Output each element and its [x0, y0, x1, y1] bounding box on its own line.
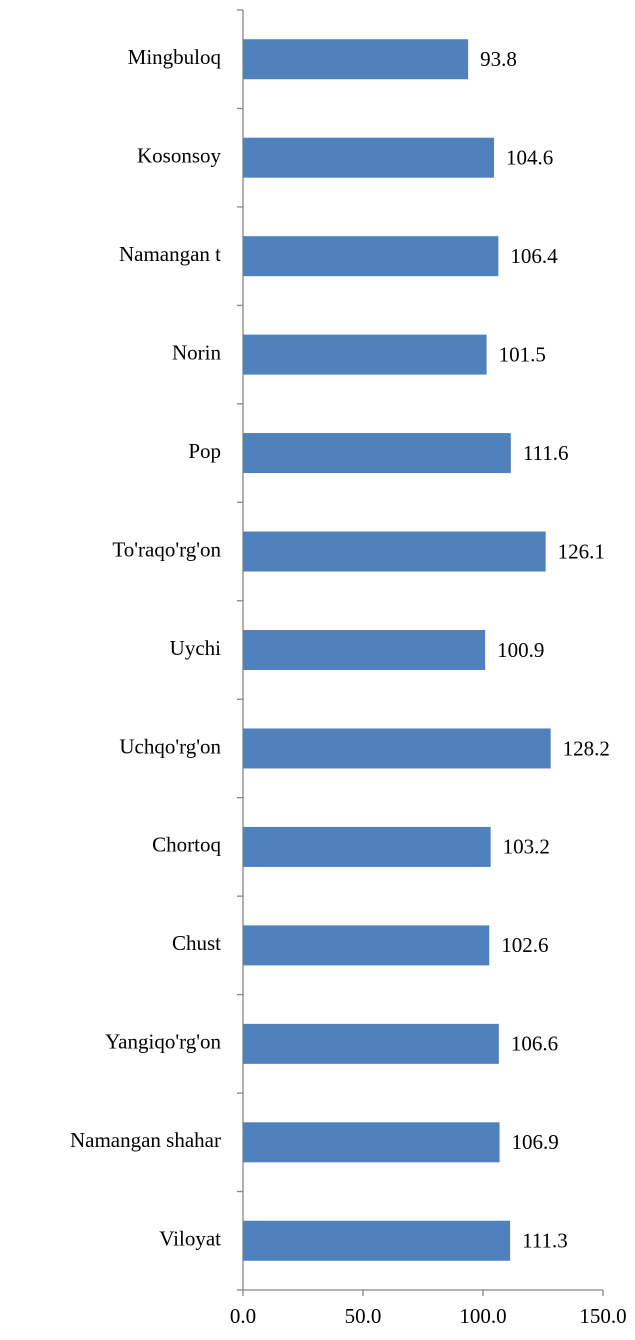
y-tick-label: Namangan shahar [70, 1128, 221, 1152]
bar [243, 826, 491, 867]
data-label: 102.6 [501, 933, 548, 957]
x-tick-label: 100.0 [459, 1304, 506, 1328]
bar [243, 1220, 511, 1261]
bar [243, 728, 551, 769]
bar [243, 39, 469, 80]
bar [243, 531, 546, 572]
y-tick-label: Chust [172, 931, 221, 955]
bar [243, 1023, 499, 1064]
bar [243, 236, 499, 277]
data-label: 106.6 [511, 1032, 558, 1056]
data-label: 103.2 [503, 835, 550, 859]
data-label: 106.9 [512, 1130, 559, 1154]
y-tick-label: Kosonsoy [137, 144, 222, 168]
y-tick-label: Yangiqo'rg'on [105, 1030, 221, 1054]
y-tick-label: Uychi [170, 636, 221, 660]
bar [243, 925, 490, 966]
y-tick-label: Viloyat [159, 1227, 221, 1251]
y-tick-label: Namangan t [119, 242, 221, 266]
data-label: 106.4 [510, 244, 558, 268]
bar [243, 334, 487, 375]
data-label: 111.3 [522, 1229, 568, 1253]
y-tick-label: To'raqo'rg'on [112, 537, 221, 561]
bar [243, 630, 486, 670]
x-tick-label: 50.0 [345, 1304, 382, 1328]
data-label: 93.8 [480, 47, 517, 71]
data-label: 101.5 [499, 342, 546, 366]
x-tick-label: 0.0 [230, 1304, 256, 1328]
y-tick-label: Norin [172, 340, 221, 364]
x-tick-label: 150.0 [579, 1304, 626, 1328]
bar [243, 433, 511, 474]
bar [243, 137, 495, 178]
y-tick-label: Mingbuloq [128, 45, 222, 69]
y-tick-label: Chortoq [152, 833, 221, 857]
data-label: 100.9 [497, 638, 544, 662]
bar [243, 1122, 500, 1163]
data-label: 126.1 [558, 539, 605, 563]
data-label: 128.2 [563, 736, 610, 760]
data-label: 104.6 [506, 146, 553, 170]
y-tick-label: Uchqo'rg'on [119, 734, 221, 758]
y-tick-label: Pop [188, 439, 221, 463]
data-label: 111.6 [523, 441, 569, 465]
